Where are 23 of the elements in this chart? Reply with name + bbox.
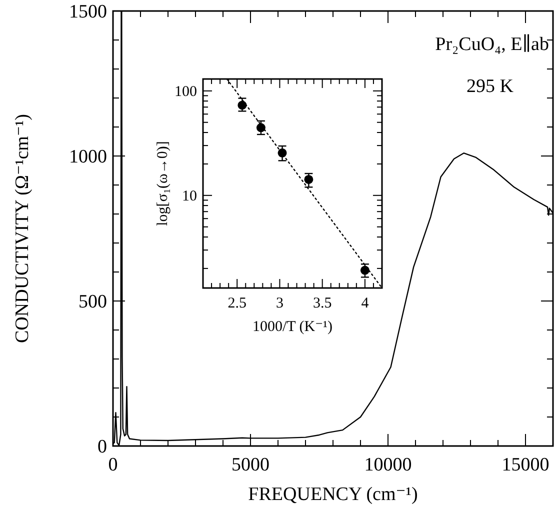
point — [238, 100, 247, 110]
y-tick-label: 0 — [98, 436, 107, 458]
y-tick-label: 1500 — [69, 2, 107, 23]
point — [360, 266, 370, 275]
y-axis-title: CONDUCTIVITY (Ω⁻¹cm⁻¹) — [12, 114, 33, 344]
point — [304, 174, 314, 184]
x-tick-label: 4 — [361, 296, 370, 312]
x-tick-label: 5000 — [232, 454, 270, 476]
x-tick-label: 15000 — [502, 454, 550, 476]
y-tick-label: 100 — [174, 84, 197, 100]
x-axis-title: FREQUENCY (cm⁻¹) — [248, 484, 418, 506]
y-tick-label: 1000 — [69, 146, 107, 168]
y-tick-label: 10 — [182, 188, 197, 205]
x-tick-label: 10000 — [364, 454, 412, 476]
point — [256, 123, 266, 132]
x-tick-label: 3.5 — [312, 296, 332, 312]
x-tick-label: 3 — [276, 296, 284, 312]
y-tick-label: 500 — [78, 292, 107, 313]
x-axis-title: 1000/T (K⁻¹) — [252, 318, 333, 335]
annotation: 295 K — [466, 76, 514, 97]
annotation: Pr₂CuO₄, E∥ab — [435, 34, 549, 55]
y-axis-title: log[σ₁(ω→0)] — [155, 141, 171, 226]
x-tick-label: 2.5 — [228, 296, 246, 312]
